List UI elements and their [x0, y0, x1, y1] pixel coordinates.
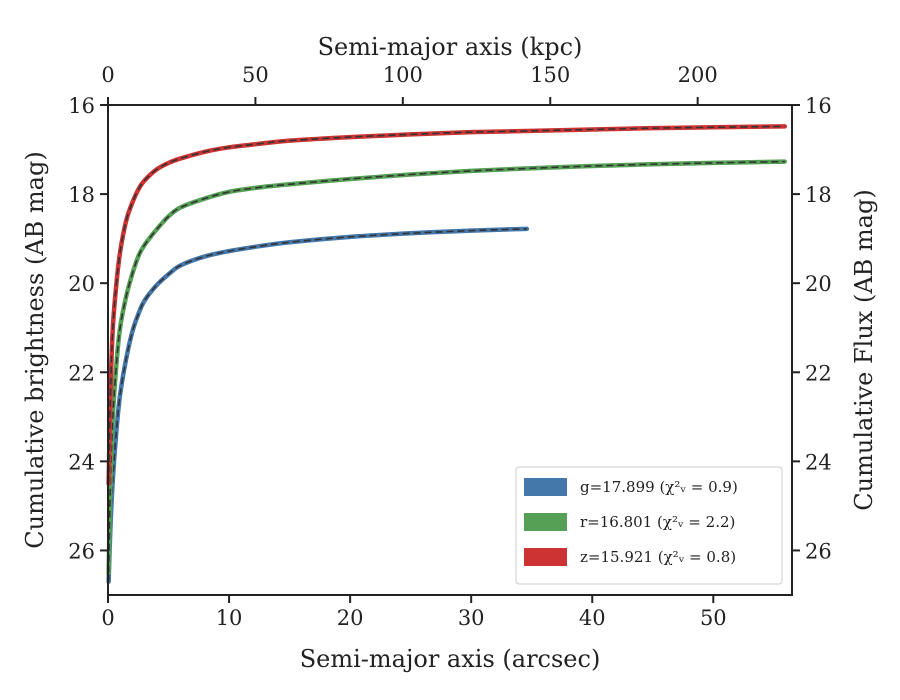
plot-frame: [107, 104, 793, 596]
legend-chi-label: (χ²ᵥ = 0.8): [658, 548, 736, 566]
right-y-tick-label: 22: [805, 361, 832, 385]
y-axis-title: Cumulative brightness (AB mag): [21, 151, 49, 548]
x-tick-label: 0: [101, 606, 114, 630]
legend-swatch: [524, 478, 567, 496]
y-tick-label: 16: [68, 94, 95, 118]
y-tick-label: 26: [68, 539, 95, 563]
right-y-tick-label: 18: [805, 183, 832, 207]
x-tick-label: 50: [700, 606, 727, 630]
top-x-axis-title: Semi-major axis (kpc): [318, 33, 583, 61]
legend: g=17.899 (χ²ᵥ = 0.9)r=16.801 (χ²ᵥ = 2.2)…: [515, 466, 783, 585]
right-y-tick-label: 16: [805, 94, 832, 118]
right-y-tick-label: 20: [805, 272, 832, 296]
legend-swatch: [524, 548, 567, 566]
legend-label: g=17.899 (χ²ᵥ = 0.9): [580, 478, 738, 496]
y-tick-label: 22: [68, 361, 95, 385]
top-x-tick-label: 200: [678, 63, 718, 87]
right-y-tick-label: 24: [805, 450, 832, 474]
top-x-tick-label: 150: [530, 63, 570, 87]
top-x-tick-label: 100: [383, 63, 423, 87]
curves-group: [106, 124, 787, 584]
legend-label: z=15.921 (χ²ᵥ = 0.8): [580, 548, 736, 566]
x-tick-label: 10: [216, 606, 243, 630]
legend-swatch: [524, 513, 567, 531]
legend-series-name: r=16.801: [580, 513, 657, 531]
x-tick-label: 20: [337, 606, 364, 630]
y-tick-label: 20: [68, 272, 95, 296]
x-tick-label: 30: [458, 606, 485, 630]
x-axis-title: Semi-major axis (arcsec): [300, 645, 601, 673]
series-model-line-g: [107, 228, 527, 582]
legend-label: r=16.801 (χ²ᵥ = 2.2): [580, 513, 735, 531]
legend-chi-label: (χ²ᵥ = 2.2): [657, 513, 735, 531]
legend-series-name: z=15.921: [580, 548, 658, 566]
series-model-line-r: [107, 160, 785, 573]
series-model-line-z: [107, 125, 785, 484]
legend-box: [515, 466, 783, 585]
top-x-tick-label: 50: [242, 63, 269, 87]
y-tick-label: 18: [68, 183, 95, 207]
top-x-tick-label: 0: [101, 63, 114, 87]
x-tick-label: 40: [579, 606, 606, 630]
legend-series-name: g=17.899: [580, 478, 659, 496]
y-tick-label: 24: [68, 450, 95, 474]
axes-group: 0 10 20 30 40 50 0 50 100 150 200 16 16 18 18 20 20 22 22 2…: [68, 63, 831, 630]
right-y-tick-label: 26: [805, 539, 832, 563]
legend-chi-label: (χ²ᵥ = 0.9): [659, 478, 737, 496]
right-y-axis-title: Cumulative Flux (AB mag): [850, 189, 878, 510]
